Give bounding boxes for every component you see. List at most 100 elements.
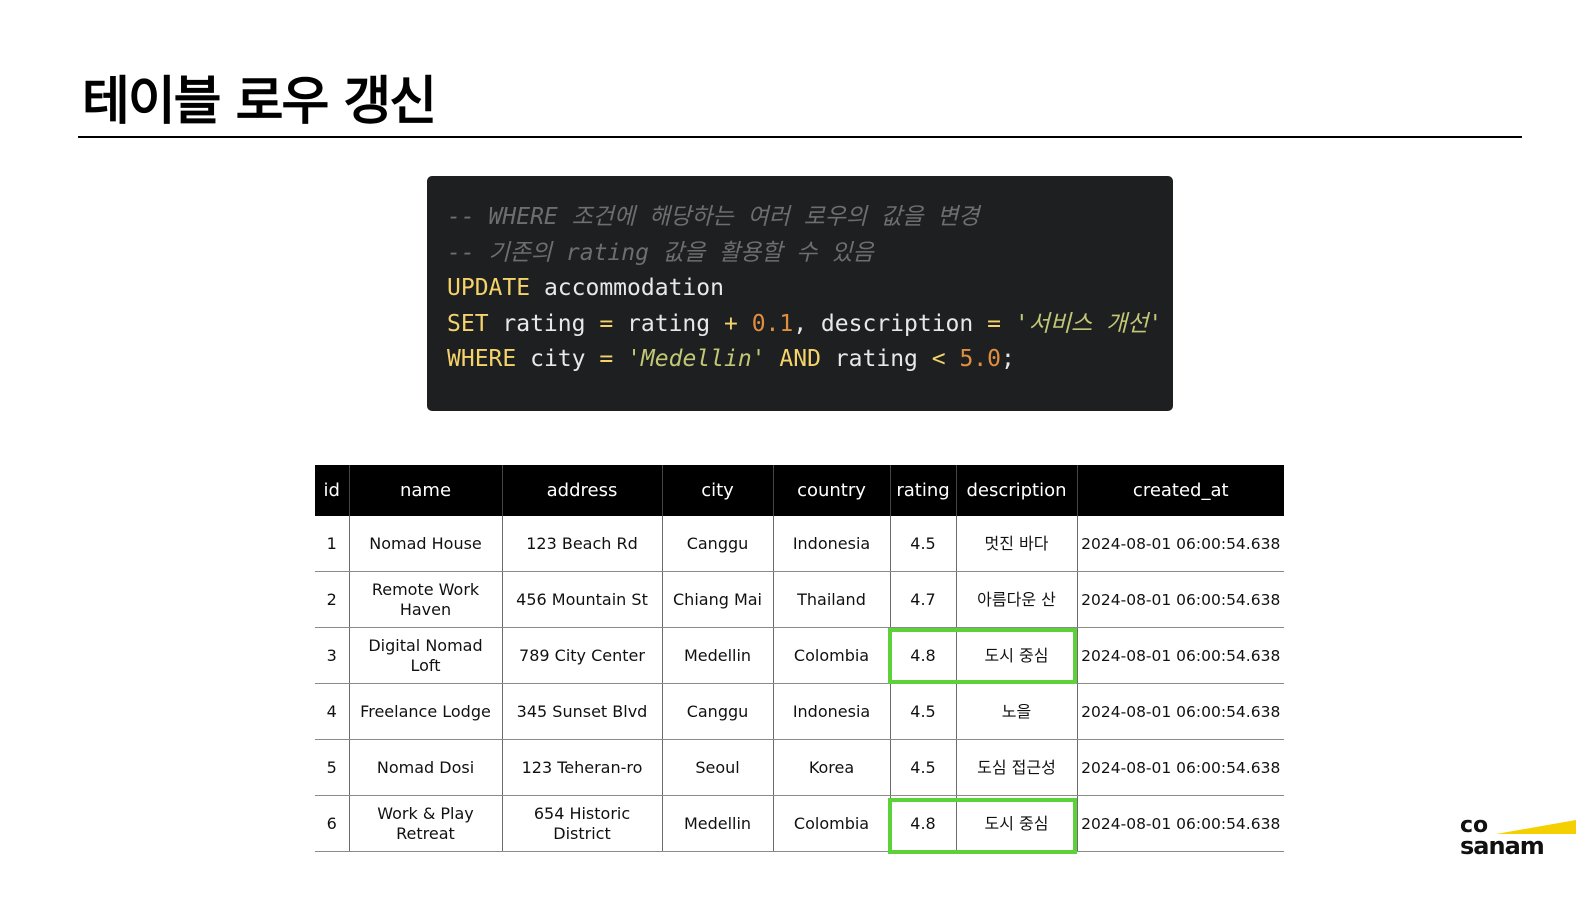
cell-description: 아름다운 산 [955, 571, 1077, 628]
code-token: 0.1 [751, 310, 794, 337]
column-header-name: name [348, 465, 502, 516]
column-header-country: country [772, 465, 890, 516]
cell-description: 도시 중심 [955, 627, 1077, 684]
code-token: rating [488, 310, 600, 337]
code-token: UPDATE [447, 275, 531, 301]
column-header-created-at: created_at [1076, 465, 1284, 516]
cell-id: 3 [315, 627, 349, 684]
cell-rating: 4.5 [889, 516, 956, 572]
code-token: -- 기존의 rating 값을 활용할 수 있음 [447, 239, 874, 266]
code-token: = [599, 310, 614, 337]
cell-address: 456 Mountain St [501, 571, 662, 628]
cell-name: Digital Nomad Loft [348, 627, 502, 684]
table-header-row: id name address city country rating desc… [315, 465, 1284, 516]
cell-country: Colombia [772, 795, 890, 852]
column-header-rating: rating [889, 465, 956, 516]
cell-country: Colombia [772, 627, 890, 684]
code-token: + [723, 310, 738, 337]
code-token: accommodation [530, 275, 724, 301]
code-token: < [931, 346, 946, 372]
cell-city: Canggu [661, 516, 773, 572]
code-token: AND [779, 346, 821, 372]
cell-rating: 4.8 [889, 627, 956, 684]
cell-address: 123 Beach Rd [501, 516, 662, 572]
cell-id: 4 [315, 683, 349, 740]
cell-name: Freelance Lodge [348, 683, 502, 740]
code-line: -- WHERE 조건에 해당하는 여러 로우의 값을 변경 [447, 200, 1173, 236]
code-line: -- 기존의 rating 값을 활용할 수 있음 [447, 236, 1173, 272]
code-token: '서비스 개선' [1014, 310, 1163, 337]
cell-country: Indonesia [772, 516, 890, 572]
code-line: WHERE city = 'Medellin' AND rating < 5.0… [447, 342, 1173, 378]
code-token [1001, 311, 1015, 337]
logo-line-1: co [1460, 813, 1489, 838]
cell-id: 2 [315, 571, 349, 628]
table-row: 3 Digital Nomad Loft 789 City Center Medell… [315, 627, 1284, 684]
code-token: = [599, 346, 614, 372]
cell-name: Nomad House [348, 516, 502, 572]
cell-country: Korea [772, 739, 890, 796]
code-token: city [516, 346, 600, 372]
cell-city: Canggu [661, 683, 773, 740]
title-divider [78, 136, 1522, 138]
cell-created-at: 2024-08-01 06:00:54.638 [1076, 795, 1284, 852]
cell-description: 도심 접근성 [955, 739, 1077, 796]
code-token [946, 346, 960, 372]
cell-name: Nomad Dosi [348, 739, 502, 796]
table-row: 6 Work & Play Retreat 654 Historic Distric… [315, 795, 1284, 852]
code-token: , description [793, 310, 988, 337]
code-token: rating [820, 346, 932, 372]
cell-city: Chiang Mai [661, 571, 773, 628]
code-token: ; [1001, 346, 1015, 372]
code-token: 5.0 [959, 346, 1001, 372]
code-token: rating [613, 310, 724, 337]
code-token: = [987, 310, 1001, 337]
cell-description: 멋진 바다 [955, 516, 1077, 572]
cell-created-at: 2024-08-01 06:00:54.638 [1076, 516, 1284, 572]
cell-city: Seoul [661, 739, 773, 796]
cell-city: Medellin [661, 627, 773, 684]
page-title: 테이블 로우 갱신 [82, 72, 437, 132]
cell-name: Work & Play Retreat [348, 795, 502, 852]
cell-country: Indonesia [772, 683, 890, 740]
cell-city: Medellin [661, 795, 773, 852]
cell-address: 654 Historic District [501, 795, 662, 852]
cell-id: 6 [315, 795, 349, 852]
accommodation-table: id name address city country rating desc… [315, 465, 1284, 852]
cell-address: 123 Teheran-ro [501, 739, 662, 796]
brand-logo: co sanam [1460, 813, 1576, 860]
column-header-description: description [955, 465, 1077, 516]
sql-code-block: -- WHERE 조건에 해당하는 여러 로우의 값을 변경 -- 기존의 rat… [427, 176, 1173, 411]
cell-rating: 4.8 [889, 795, 956, 852]
code-line: SET rating = rating + 0.1, description =… [447, 307, 1173, 343]
code-token [766, 346, 780, 372]
cell-description: 도시 중심 [955, 795, 1077, 852]
cell-id: 5 [315, 739, 349, 796]
code-token [738, 311, 752, 337]
column-header-city: city [661, 465, 773, 516]
column-header-id: id [315, 465, 349, 516]
cell-created-at: 2024-08-01 06:00:54.638 [1076, 627, 1284, 684]
cell-description: 노을 [955, 683, 1077, 740]
cell-address: 345 Sunset Blvd [501, 683, 662, 740]
cell-address: 789 City Center [501, 627, 662, 684]
table-row: 5 Nomad Dosi 123 Teheran-ro Seoul Korea 4.5 도심… [315, 739, 1284, 796]
code-token [613, 346, 627, 372]
table-row: 1 Nomad House 123 Beach Rd Canggu Indonesia 4… [315, 516, 1284, 572]
cell-rating: 4.5 [889, 739, 956, 796]
code-token: WHERE [447, 346, 517, 372]
logo-swoosh-icon [1496, 820, 1576, 834]
cell-created-at: 2024-08-01 06:00:54.638 [1076, 683, 1284, 740]
cell-id: 1 [315, 516, 349, 572]
cell-name: Remote Work Haven [348, 571, 502, 628]
table-row: 2 Remote Work Haven 456 Mountain St Chiang … [315, 571, 1284, 628]
cell-rating: 4.7 [889, 571, 956, 628]
cell-country: Thailand [772, 571, 890, 628]
table-row: 4 Freelance Lodge 345 Sunset Blvd Canggu Ind… [315, 683, 1284, 740]
code-token: -- WHERE 조건에 해당하는 여러 로우의 값을 변경 [447, 204, 980, 230]
column-header-address: address [501, 465, 662, 516]
cell-created-at: 2024-08-01 06:00:54.638 [1076, 571, 1284, 628]
code-line: UPDATE accommodation [447, 271, 1173, 307]
logo-line-2: sanam [1460, 832, 1545, 860]
cell-created-at: 2024-08-01 06:00:54.638 [1076, 739, 1284, 796]
